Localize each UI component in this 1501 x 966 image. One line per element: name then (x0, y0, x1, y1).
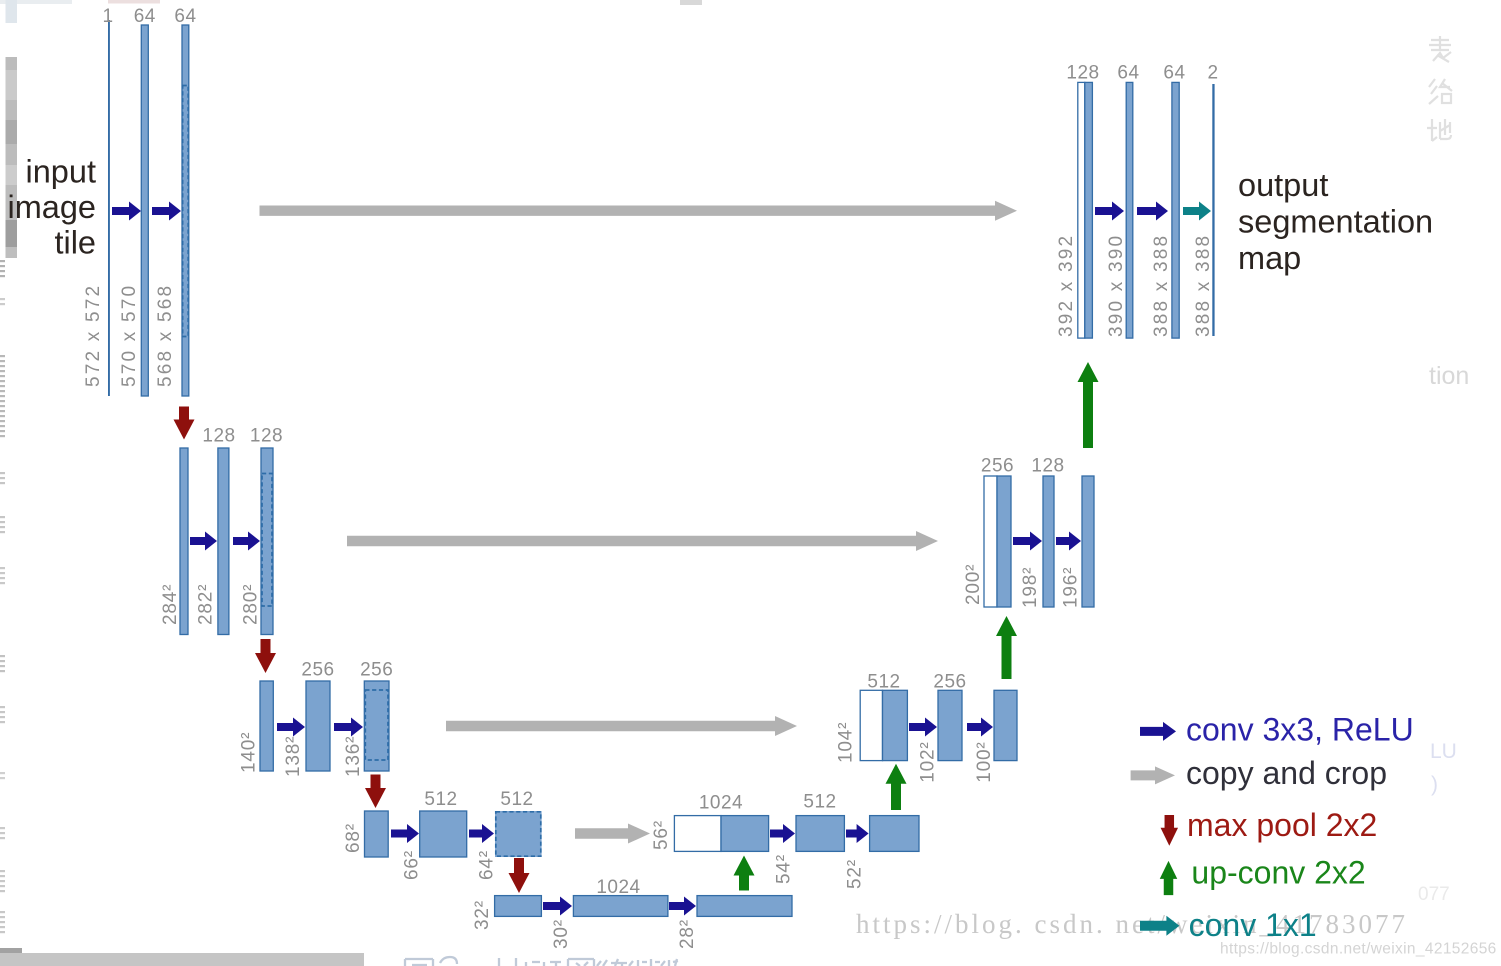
svg-text:): ) (1431, 773, 1438, 796)
svg-text:077: 077 (1418, 884, 1450, 905)
svg-text:100²: 100² (974, 741, 995, 782)
svg-text:128: 128 (1066, 63, 1099, 84)
svg-text:284²: 284² (160, 584, 181, 625)
svg-text:tion: tion (1429, 362, 1469, 390)
svg-text:138²: 138² (283, 736, 304, 777)
svg-text:200²: 200² (963, 564, 984, 605)
svg-text:conv 1x1: conv 1x1 (1189, 907, 1317, 943)
svg-text:up-conv 2x2: up-conv 2x2 (1191, 854, 1365, 890)
svg-text:128: 128 (250, 426, 283, 447)
svg-text:1: 1 (102, 6, 113, 27)
svg-text:512: 512 (803, 792, 836, 813)
svg-text:conv 3x3, ReLU: conv 3x3, ReLU (1186, 711, 1414, 747)
svg-text:66²: 66² (402, 850, 423, 880)
svg-text:64: 64 (1117, 63, 1139, 84)
svg-text:388 x 388: 388 x 388 (1151, 234, 1172, 337)
svg-text:136²: 136² (343, 736, 364, 777)
svg-text:output: output (1238, 167, 1328, 203)
svg-text:512: 512 (424, 789, 457, 810)
svg-text:64: 64 (134, 6, 156, 27)
svg-text:572 x 572: 572 x 572 (83, 284, 104, 387)
svg-text:32²: 32² (472, 900, 493, 930)
svg-text:256: 256 (360, 660, 393, 681)
svg-text:map: map (1238, 240, 1301, 276)
svg-text:https://blog. csdn. net/weixin: https://blog. csdn. net/weixin_41783077 (856, 909, 1408, 939)
svg-text:568 x 568: 568 x 568 (155, 284, 176, 387)
svg-text:64²: 64² (476, 850, 497, 880)
svg-text:64: 64 (1163, 63, 1185, 84)
svg-text:LU: LU (1430, 740, 1457, 763)
svg-text:256: 256 (933, 672, 966, 693)
svg-text:input: input (26, 154, 96, 190)
svg-text:2: 2 (1207, 63, 1218, 84)
svg-text:68²: 68² (343, 823, 364, 853)
svg-text:image: image (7, 189, 96, 225)
svg-text:390 x 390: 390 x 390 (1106, 234, 1127, 337)
svg-text:https://blog.csdn.net/weixin_4: https://blog.csdn.net/weixin_42152656 (1220, 941, 1497, 958)
svg-text:30²: 30² (551, 919, 572, 949)
svg-text:128: 128 (202, 426, 235, 447)
svg-text:280²: 280² (241, 584, 262, 625)
svg-text:max pool 2x2: max pool 2x2 (1187, 807, 1377, 843)
svg-text:54²: 54² (774, 854, 795, 884)
svg-text:512: 512 (500, 789, 533, 810)
svg-text:64: 64 (174, 6, 196, 27)
svg-text:196²: 196² (1061, 567, 1082, 608)
svg-text:128: 128 (1031, 455, 1064, 476)
svg-text:56²: 56² (651, 820, 672, 850)
svg-text:388 x 388: 388 x 388 (1193, 234, 1214, 337)
svg-text:102²: 102² (918, 741, 939, 782)
svg-text:512: 512 (867, 672, 900, 693)
svg-text:1024: 1024 (596, 877, 640, 898)
svg-text:198²: 198² (1020, 567, 1041, 608)
svg-text:tile: tile (54, 225, 96, 261)
svg-text:256: 256 (981, 455, 1014, 476)
svg-text:282²: 282² (196, 584, 217, 625)
svg-text:140²: 140² (238, 732, 259, 773)
svg-text:570 x 570: 570 x 570 (119, 284, 140, 387)
svg-text:392 x 392: 392 x 392 (1056, 234, 1077, 337)
svg-text:28²: 28² (677, 919, 698, 949)
svg-text:52²: 52² (845, 859, 866, 889)
svg-text:segmentation: segmentation (1238, 204, 1433, 240)
svg-text:1024: 1024 (699, 793, 743, 814)
svg-text:copy and crop: copy and crop (1186, 755, 1387, 791)
svg-text:256: 256 (301, 660, 334, 681)
svg-text:104²: 104² (836, 722, 857, 763)
